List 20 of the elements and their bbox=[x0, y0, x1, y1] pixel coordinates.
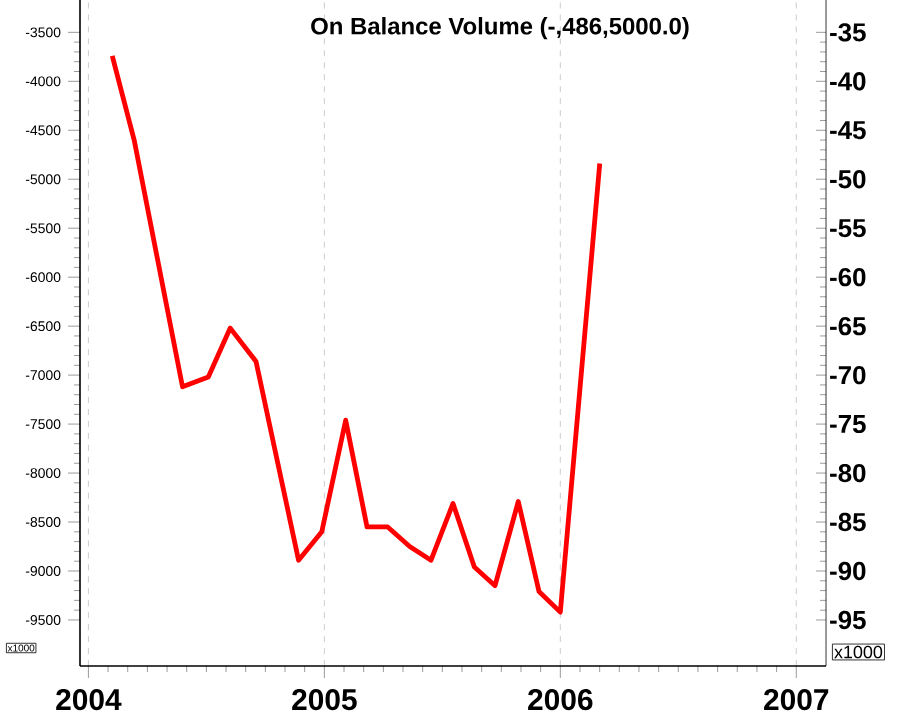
y2-tick-label: -35 bbox=[830, 23, 866, 42]
text: x1000 bbox=[834, 645, 883, 659]
y2-tick-label: -75 bbox=[830, 415, 866, 434]
y2-tick-label: -50 bbox=[830, 170, 866, 189]
y2-tick-label: -80 bbox=[830, 463, 866, 483]
y2-tick-label: -65 bbox=[830, 316, 866, 336]
x-tick-label: 2004 bbox=[56, 689, 122, 711]
y2-tick-label: -45 bbox=[830, 121, 866, 140]
x-tick-label: 2005 bbox=[292, 689, 357, 711]
line-series bbox=[109, 53, 603, 615]
y2-tick-label: -90 bbox=[830, 561, 866, 581]
text: On Balance Volume (-,486,5000.0) bbox=[311, 17, 689, 40]
y2-tick-label: -85 bbox=[830, 512, 866, 532]
y2-tick-label: -60 bbox=[830, 268, 866, 287]
y2-tick-label: -55 bbox=[830, 219, 866, 238]
x-tick-label: 2007 bbox=[764, 689, 829, 711]
y2-tick-label: -70 bbox=[830, 365, 866, 385]
y2-tick-label: -40 bbox=[830, 72, 866, 91]
x-tick-label: 2006 bbox=[528, 689, 593, 711]
y2-tick-label: -95 bbox=[830, 610, 866, 630]
